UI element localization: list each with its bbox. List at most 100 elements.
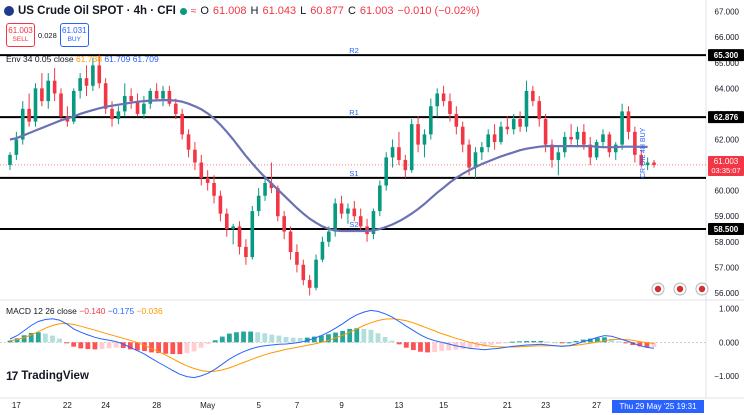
candle-body xyxy=(218,195,223,214)
macd-histogram-bar xyxy=(262,333,268,343)
candle-body xyxy=(154,90,159,99)
vertical-annotation: CR OIL 4H BUY xyxy=(640,127,647,178)
macd-line-value: −0.175 xyxy=(107,306,135,316)
candle-body xyxy=(103,83,108,109)
macd-histogram-bar xyxy=(290,337,296,343)
macd-histogram-bar xyxy=(241,331,246,343)
macd-histogram-bar xyxy=(42,333,48,343)
macd-histogram-bar xyxy=(439,342,445,352)
price-tick-label: 56.000 xyxy=(715,289,740,298)
candle-body xyxy=(435,93,440,107)
candle-body xyxy=(429,106,433,135)
macd-label: MACD 12 26 close xyxy=(6,306,77,316)
time-tick-label: 17 xyxy=(12,401,21,410)
macd-histogram-bar xyxy=(340,330,346,343)
level-tag-r1: R1 xyxy=(349,108,359,117)
candle-body xyxy=(205,177,210,183)
macd-histogram-bar xyxy=(50,335,55,343)
candle-body xyxy=(531,90,535,102)
candle-body xyxy=(71,90,76,122)
macd-histogram-bar xyxy=(580,339,586,343)
candle-body xyxy=(46,80,51,102)
candle-body xyxy=(135,101,140,114)
macd-histogram-bar xyxy=(127,342,133,350)
candle-body xyxy=(161,90,165,99)
candle-body xyxy=(454,113,459,127)
time-tick-label: 21 xyxy=(503,401,512,410)
buy-button[interactable]: 61.031 BUY xyxy=(59,23,89,47)
candle-body xyxy=(327,231,331,242)
macd-histogram-bar xyxy=(276,335,282,343)
macd-histogram-bar xyxy=(134,342,140,351)
macd-signal-value: −0.036 xyxy=(136,306,163,316)
macd-histogram-bar xyxy=(432,342,438,353)
candle-body xyxy=(14,139,19,155)
macd-histogram-bar xyxy=(418,342,423,352)
us-flag-icon xyxy=(676,285,684,293)
sell-button[interactable]: 61.003 SELL xyxy=(6,23,35,47)
candle-body xyxy=(352,208,357,217)
macd-histogram-bar xyxy=(149,342,154,353)
macd-histogram-bar xyxy=(481,342,487,347)
candle-body xyxy=(244,246,248,258)
candle-body xyxy=(346,208,350,214)
env-indicator-legend[interactable]: Env 34 0.05 close 61.738 61.709 61.709 xyxy=(6,54,159,64)
macd-histogram-bar xyxy=(57,338,62,343)
macd-histogram-bar xyxy=(333,332,338,343)
level-tag-s2: S2 xyxy=(349,220,358,229)
macd-histogram-bar xyxy=(566,342,572,344)
macd-histogram-bar xyxy=(106,342,112,349)
candle-body xyxy=(27,108,31,122)
candle-body xyxy=(301,264,306,281)
macd-tick-label: 1.000 xyxy=(719,305,740,314)
sell-price: 61.003 xyxy=(8,26,33,35)
macd-histogram-bar xyxy=(361,328,367,343)
price-tick-label: 66.000 xyxy=(715,33,740,42)
candle-body xyxy=(499,126,503,143)
candle-body xyxy=(633,131,637,155)
macd-histogram-bar xyxy=(28,332,34,343)
candle-body xyxy=(33,88,38,122)
candle-body xyxy=(314,259,318,288)
time-tick-label: 23 xyxy=(541,401,550,410)
ohlc-o-label: O xyxy=(200,5,209,17)
tradingview-logo[interactable]: 17 TradingView xyxy=(6,369,89,383)
macd-histogram-bar xyxy=(269,334,275,343)
candle-body xyxy=(167,90,172,104)
level-tag-r2: R2 xyxy=(349,46,359,55)
candle-body xyxy=(237,226,242,247)
macd-histogram-bar xyxy=(198,342,204,348)
time-tick-label: 9 xyxy=(339,401,344,410)
us-flag-icon xyxy=(654,285,662,293)
macd-histogram-bar xyxy=(92,342,98,350)
candle-body xyxy=(620,111,624,145)
time-tick-label: 13 xyxy=(394,401,403,410)
candle-body xyxy=(588,144,593,158)
macd-indicator-legend[interactable]: MACD 12 26 close −0.140 −0.175 −0.036 xyxy=(6,306,163,316)
price-tick-label: 58.000 xyxy=(715,238,740,247)
candle-body xyxy=(390,147,395,158)
candle-body xyxy=(613,144,618,153)
symbol-title[interactable]: US Crude Oil SPOT · 4h · CFI xyxy=(18,5,176,17)
time-tick-label: 22 xyxy=(63,401,72,410)
candle-body xyxy=(645,162,650,166)
macd-histogram-bar xyxy=(502,342,508,344)
candle-body xyxy=(518,119,522,127)
chart-header: US Crude Oil SPOT · 4h · CFI ≈ O 61.008 H… xyxy=(4,3,480,19)
ohlc-open: 61.008 xyxy=(212,5,247,17)
macd-histogram-bar xyxy=(14,338,20,343)
macd-histogram-bar xyxy=(297,337,303,343)
candle-body xyxy=(20,108,25,140)
macd-histogram-bar xyxy=(488,342,494,346)
macd-histogram-bar xyxy=(85,342,91,350)
macd-histogram-bar xyxy=(425,342,430,353)
time-tick-label: 5 xyxy=(256,401,261,410)
env-basis-value: 61.709 xyxy=(104,54,131,64)
candle-body xyxy=(320,241,325,260)
ohlc-low: 60.877 xyxy=(310,5,344,17)
candle-body xyxy=(486,134,491,148)
candle-body xyxy=(550,144,554,160)
level-price-box xyxy=(708,49,744,62)
sell-label: SELL xyxy=(12,36,29,43)
